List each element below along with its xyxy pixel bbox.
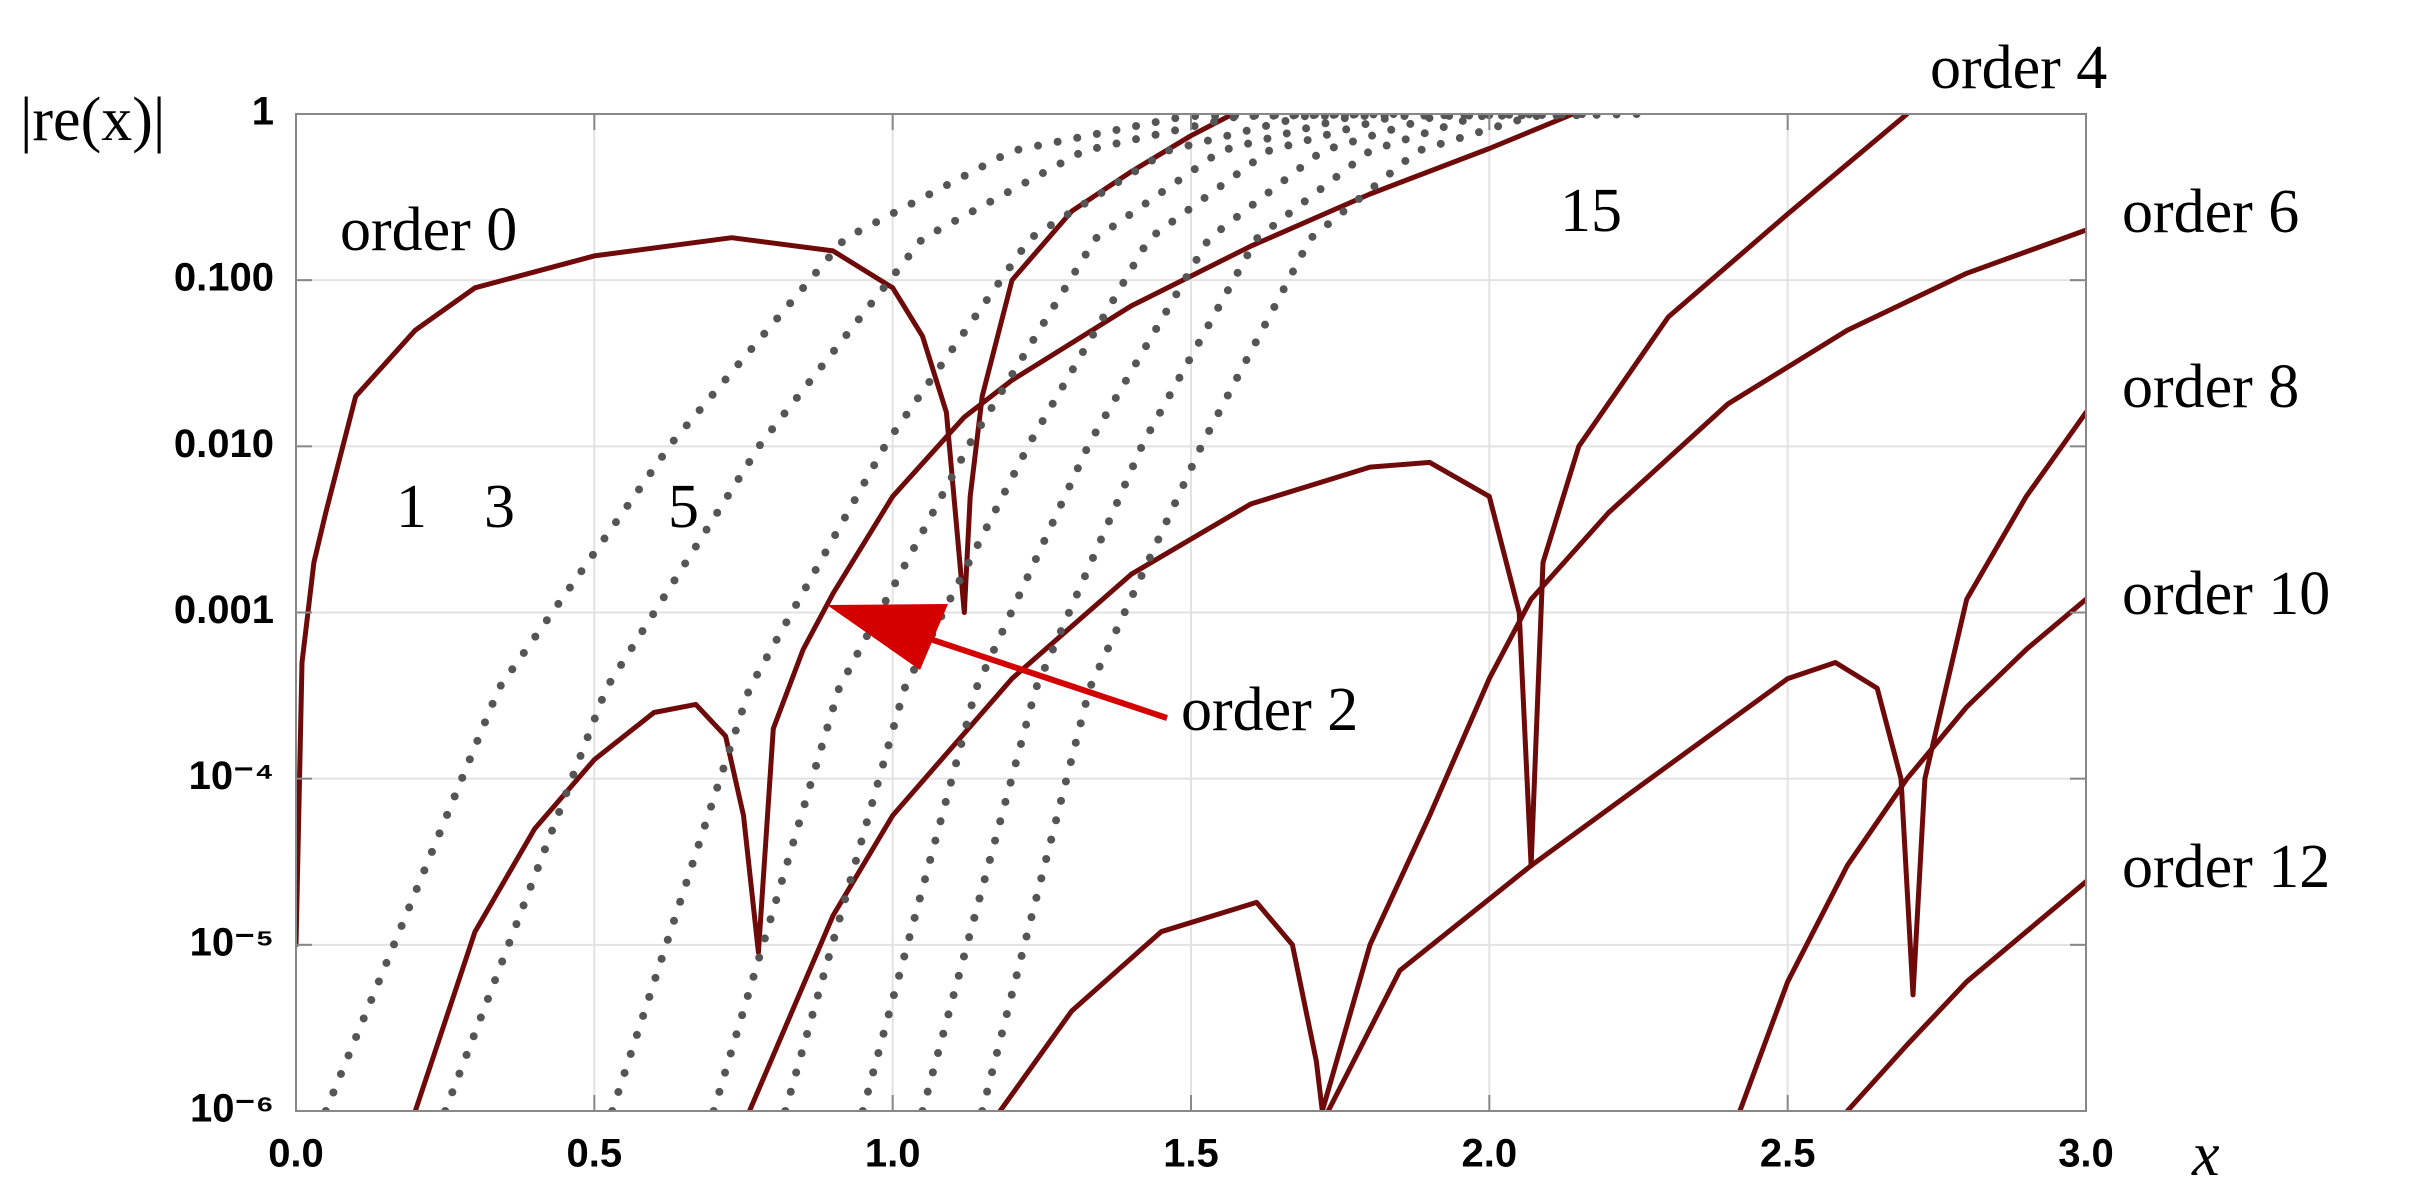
curve-label: order 0	[340, 196, 517, 264]
curve	[1325, 409, 2086, 1111]
curve-label: 3	[484, 473, 515, 541]
curve-label: 1	[396, 473, 427, 541]
x-axis-label: x	[2191, 1121, 2220, 1189]
y-tick-label: 0.001	[174, 588, 274, 632]
y-tick-label: 0.010	[174, 422, 274, 466]
curve	[997, 227, 2086, 1111]
x-tick-label: 0.0	[268, 1132, 324, 1176]
y-tick-label: 10⁻⁴	[189, 754, 274, 798]
dotted-curve	[858, 114, 1553, 1111]
dotted-curve	[321, 114, 1363, 1111]
y-axis-label: |re(x)|	[20, 86, 165, 154]
dotted-curve	[781, 114, 1518, 1111]
y-tick-label: 10⁻⁶	[190, 1087, 274, 1131]
curve-label: order 10	[2122, 560, 2330, 628]
x-tick-label: 1.0	[865, 1132, 921, 1176]
plot-area	[296, 114, 2086, 1111]
curve	[296, 114, 1236, 948]
y-tick-label: 0.100	[174, 256, 274, 300]
x-tick-label: 3.0	[2058, 1132, 2114, 1176]
curve	[1844, 879, 2086, 1111]
curve	[1737, 596, 2086, 1111]
curve-label: order 6	[2122, 178, 2299, 246]
ticks: 10⁻⁶ 10⁻⁵ 10⁻⁴ 0.001 0.010 0.100 1 0.0 0.5 1.0 1.5…	[174, 90, 2114, 1176]
curve-label: order 2	[1181, 676, 1358, 744]
curve-label: order 4	[1930, 34, 2107, 102]
curve-label: 5	[668, 473, 699, 541]
curve	[747, 114, 1910, 1111]
dotted-curve	[918, 114, 1595, 1111]
y-tick-label: 10⁻⁵	[190, 920, 274, 964]
y-tick-label: 1	[252, 90, 274, 134]
annotation-arrow	[827, 604, 1168, 721]
dotted-curve	[441, 114, 1404, 1111]
x-tick-label: 1.5	[1163, 1132, 1219, 1176]
dotted-curve	[978, 114, 1643, 1111]
curve	[412, 114, 1576, 1111]
curve-label: order 12	[2122, 833, 2330, 901]
curve-label: order 8	[2122, 353, 2299, 421]
x-tick-label: 2.0	[1462, 1132, 1518, 1176]
dotted-curve	[608, 114, 1446, 1111]
dotted-curve	[709, 114, 1482, 1111]
x-tick-label: 0.5	[567, 1132, 623, 1176]
x-tick-label: 2.5	[1760, 1132, 1816, 1176]
curve-label: 15	[1560, 177, 1622, 245]
